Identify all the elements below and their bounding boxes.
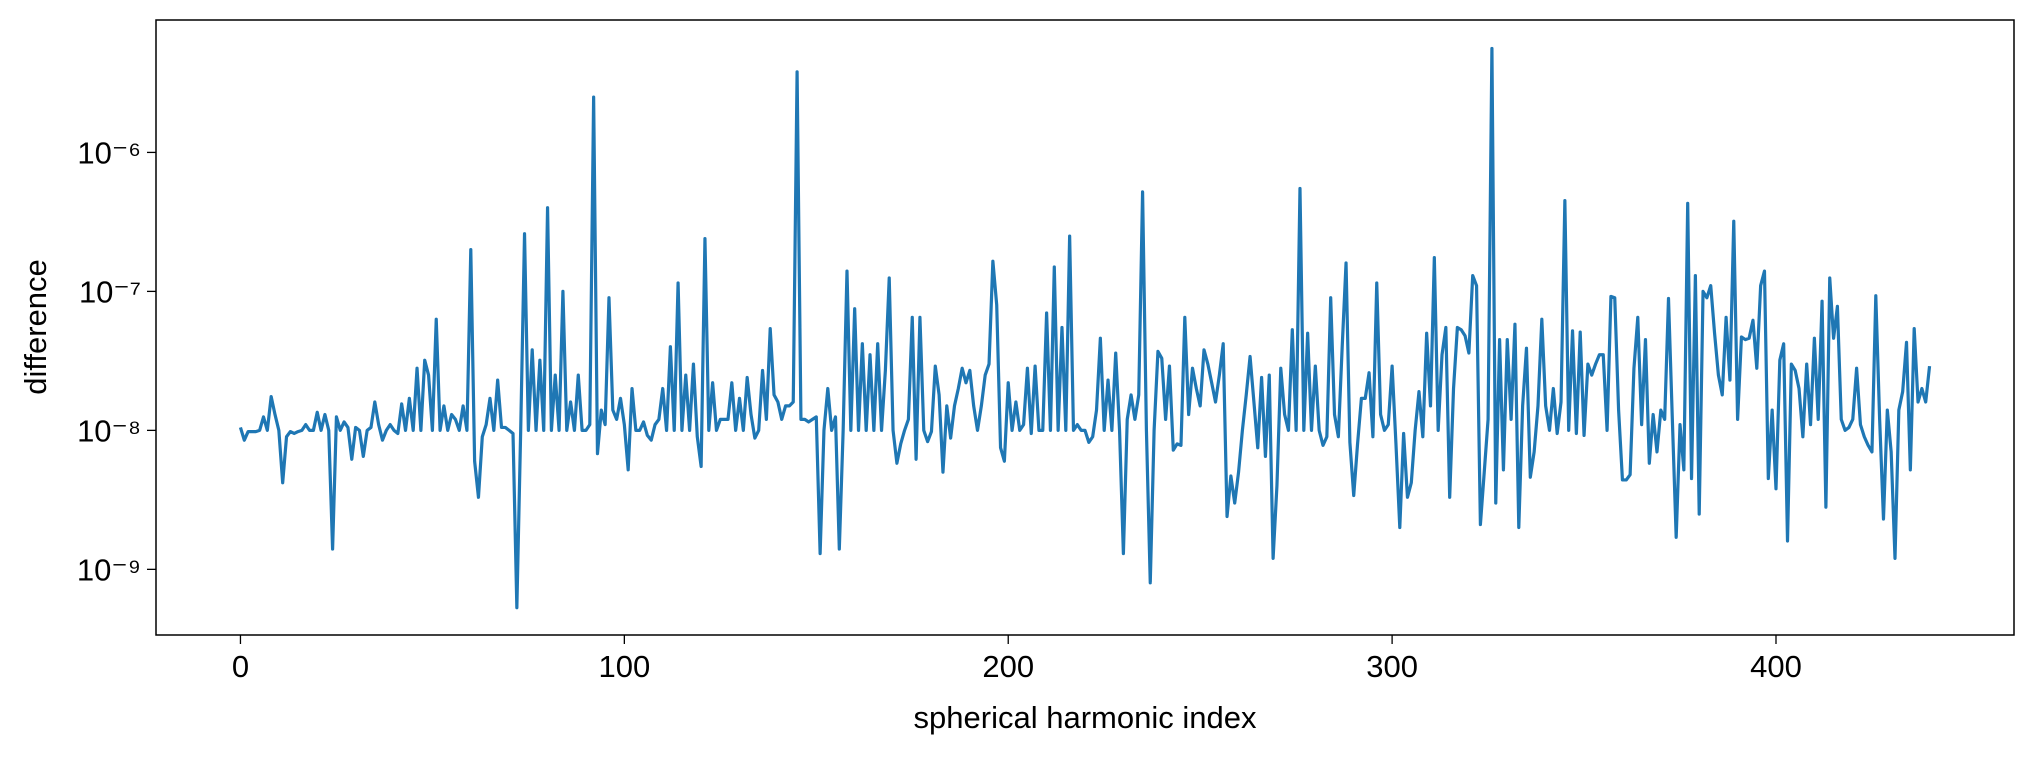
x-tick-label: 200 [982, 649, 1034, 684]
y-tick-label: 10⁻⁹ [77, 552, 141, 587]
y-tick-label: 10⁻⁷ [79, 274, 141, 309]
y-tick-label: 10⁻⁸ [77, 413, 141, 448]
x-tick-label: 400 [1750, 649, 1802, 684]
y-axis-label: difference [18, 259, 53, 395]
x-tick-label: 300 [1366, 649, 1418, 684]
plot-frame [155, 19, 2015, 636]
x-axis-label: spherical harmonic index [914, 700, 1257, 735]
x-tick-label: 0 [232, 649, 249, 684]
data-line [238, 46, 1932, 610]
y-tick-label: 10⁻⁶ [77, 135, 141, 170]
x-tick-label: 100 [598, 649, 650, 684]
